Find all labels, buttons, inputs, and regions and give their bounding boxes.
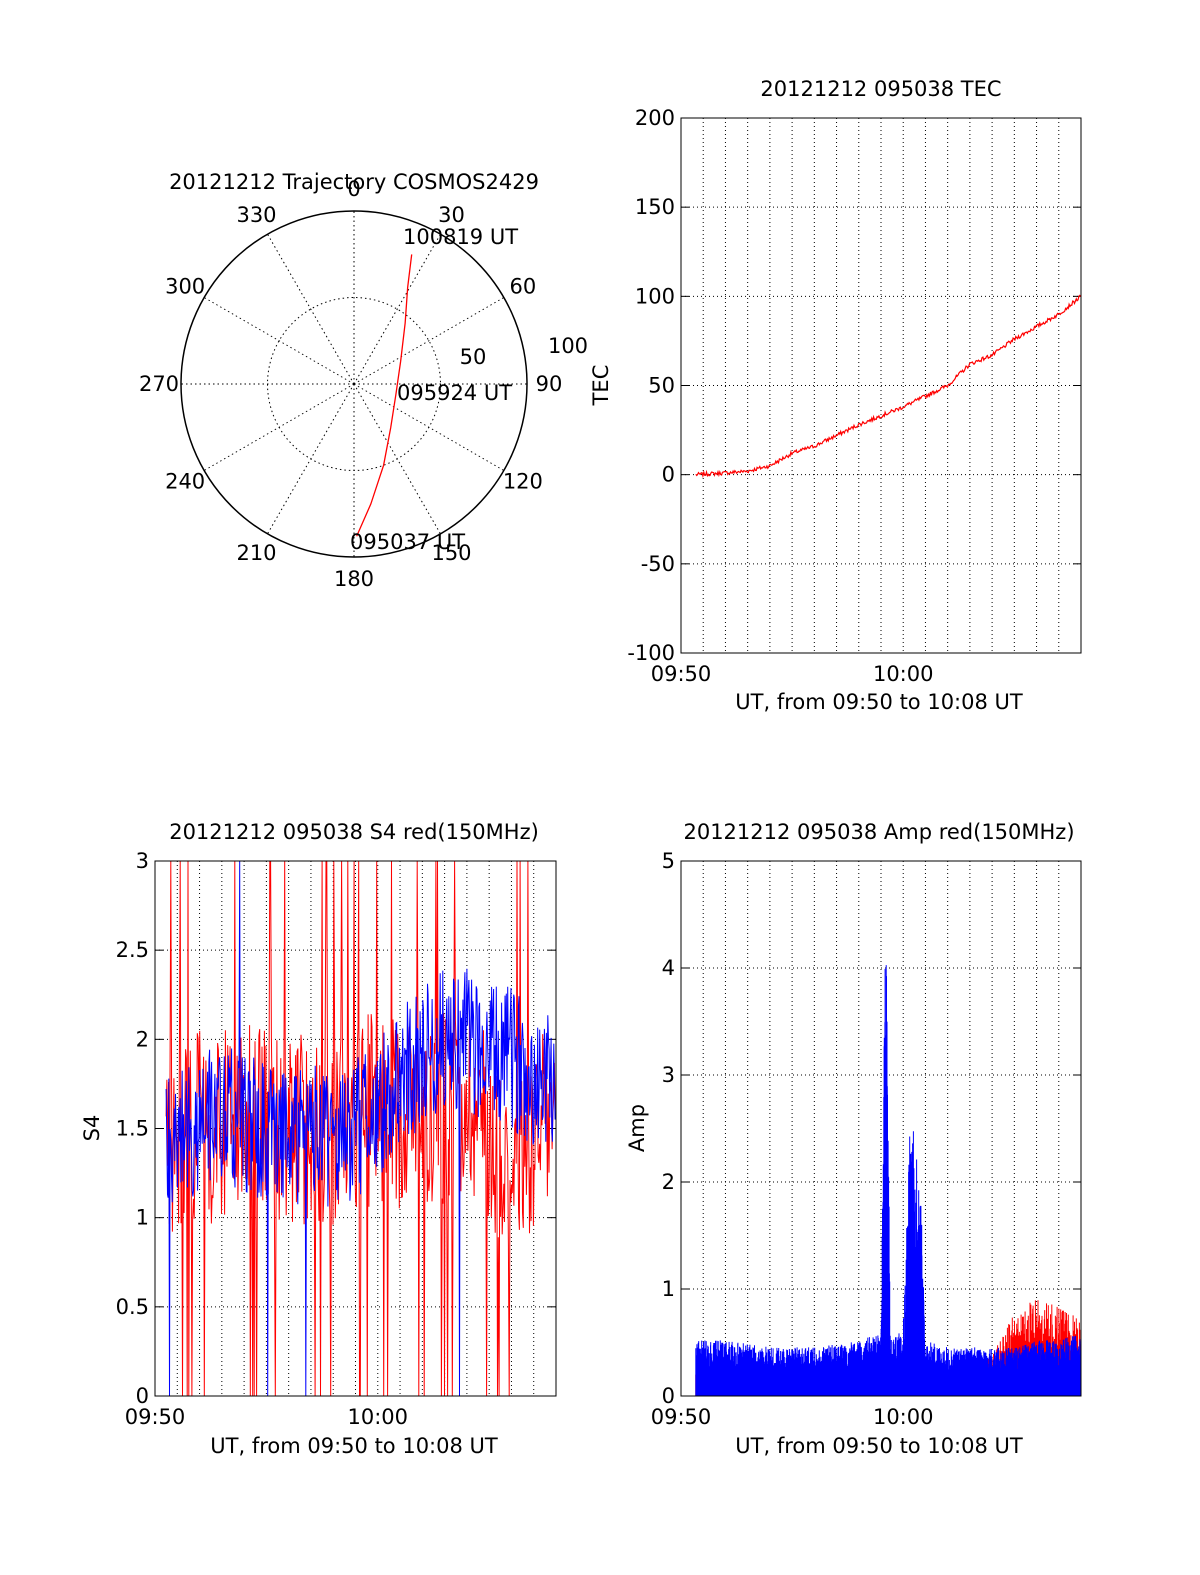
s4-plot-frame xyxy=(154,860,557,1397)
tec-panel: 20121212 095038 TEC -100-50050100150200 … xyxy=(589,77,1082,714)
s4-ylabel: S4 xyxy=(80,1115,104,1142)
s4-y-tick-labels: 0 0.5 1 1.5 2 2.5 3 xyxy=(116,849,149,1408)
polar-spoke-210 xyxy=(267,383,355,535)
time-label-end: 100819 UT xyxy=(403,225,518,249)
s4-ytick-label: 1 xyxy=(136,1206,149,1230)
polar-trajectory-panel: 20121212 Trajectory COSMOS2429 0 30 60 90 12… xyxy=(139,170,588,591)
s4-ytick-label: 2.5 xyxy=(116,938,149,962)
s4-xtick-label: 09:50 xyxy=(125,1405,186,1429)
azimuth-label-270: 270 xyxy=(139,372,179,396)
tec-title: 20121212 095038 TEC xyxy=(760,77,1001,101)
time-label-mid: 095924 UT xyxy=(397,381,512,405)
amp-xlabel: UT, from 09:50 to 10:08 UT xyxy=(735,1434,1023,1458)
amp-plot-frame xyxy=(680,860,1082,1397)
amp-ytick-label: 4 xyxy=(662,956,675,980)
s4-x-tick-labels: 09:50 10:00 xyxy=(125,1405,408,1429)
tec-ytick-label: -100 xyxy=(627,641,675,665)
amp-ylabel: Amp xyxy=(625,1104,649,1152)
azimuth-label-330: 330 xyxy=(236,203,276,227)
amp-xtick-label: 10:00 xyxy=(873,1405,934,1429)
s4-xtick-label: 10:00 xyxy=(348,1405,409,1429)
polar-spoke-330 xyxy=(267,233,355,385)
polar-spoke-150 xyxy=(353,383,441,535)
s4-red-line xyxy=(165,860,556,1397)
tec-ytick-label: -50 xyxy=(641,552,675,576)
amp-blue-spikes xyxy=(695,965,1082,1396)
polar-spoke-300 xyxy=(203,297,355,385)
s4-blue-series xyxy=(165,860,557,1397)
tec-ylabel: TEC xyxy=(589,365,613,407)
elevation-label-50: 50 xyxy=(460,345,487,369)
tec-ytick-label: 0 xyxy=(662,463,675,487)
tec-series-line xyxy=(695,294,1082,479)
tec-ytick-label: 150 xyxy=(635,195,675,219)
s4-blue-line xyxy=(165,860,557,1397)
s4-red-series xyxy=(165,860,556,1397)
azimuth-label-90: 90 xyxy=(536,372,563,396)
s4-xlabel: UT, from 09:50 to 10:08 UT xyxy=(210,1434,498,1458)
s4-ytick-label: 2 xyxy=(136,1027,149,1051)
polar-spoke-60 xyxy=(353,297,505,385)
amp-y-tick-labels: 0 1 2 3 4 5 xyxy=(662,849,675,1408)
polar-spoke-240 xyxy=(203,383,355,471)
elevation-label-100: 100 xyxy=(548,334,588,358)
trajectory-line xyxy=(356,254,413,537)
polar-spoke-30 xyxy=(353,233,441,385)
azimuth-labels: 0 30 60 90 120 150 180 210 240 270 300 330 xyxy=(139,177,562,591)
polar-grid xyxy=(181,211,527,557)
tec-xtick-label: 10:00 xyxy=(873,662,934,686)
azimuth-label-210: 210 xyxy=(236,541,276,565)
azimuth-label-150: 150 xyxy=(431,541,471,565)
s4-panel: 20121212 095038 S4 red(150MHz) 0 0.5 1 1.5 2… xyxy=(80,820,557,1458)
amp-x-tick-labels: 09:50 10:00 xyxy=(651,1405,934,1429)
tec-y-tick-labels: -100 -50 0 50 100 150 200 xyxy=(627,106,675,665)
amp-title: 20121212 095038 Amp red(150MHz) xyxy=(683,820,1074,844)
tec-ytick-label: 50 xyxy=(648,374,675,398)
azimuth-label-180: 180 xyxy=(334,567,374,591)
tec-grid xyxy=(681,117,1081,654)
amp-xtick-label: 09:50 xyxy=(651,1405,712,1429)
azimuth-label-120: 120 xyxy=(503,470,543,494)
s4-ytick-label: 1.5 xyxy=(116,1117,149,1141)
tec-xtick-label: 09:50 xyxy=(651,662,712,686)
polar-spoke-120 xyxy=(353,383,505,471)
time-label-start: 095037 UT xyxy=(350,530,465,554)
s4-title: 20121212 095038 S4 red(150MHz) xyxy=(169,820,539,844)
tec-x-tick-labels: 09:50 10:00 xyxy=(651,662,934,686)
tec-ytick-label: 100 xyxy=(635,284,675,308)
amp-ytick-label: 0 xyxy=(662,1384,675,1408)
amp-panel: 20121212 095038 Amp red(150MHz) 0 1 2 3 4 5 0… xyxy=(625,820,1082,1458)
amp-ytick-label: 5 xyxy=(662,849,675,873)
azimuth-label-60: 60 xyxy=(510,275,537,299)
amp-ytick-label: 1 xyxy=(662,1277,675,1301)
polar-outer-circle xyxy=(180,210,528,558)
polar-title: 20121212 Trajectory COSMOS2429 xyxy=(169,170,539,194)
tec-plot-frame xyxy=(680,117,1082,654)
azimuth-label-300: 300 xyxy=(165,275,205,299)
azimuth-label-240: 240 xyxy=(165,470,205,494)
amp-ytick-label: 3 xyxy=(662,1063,675,1087)
amp-ytick-label: 2 xyxy=(662,1170,675,1194)
tec-ytick-label: 200 xyxy=(635,106,675,130)
azimuth-label-0: 0 xyxy=(347,177,360,201)
amp-blue-series xyxy=(695,965,1082,1396)
s4-ytick-label: 0.5 xyxy=(116,1295,149,1319)
s4-ytick-label: 0 xyxy=(136,1384,149,1408)
tec-xlabel: UT, from 09:50 to 10:08 UT xyxy=(735,690,1023,714)
azimuth-label-30: 30 xyxy=(438,203,465,227)
s4-ytick-label: 3 xyxy=(136,849,149,873)
